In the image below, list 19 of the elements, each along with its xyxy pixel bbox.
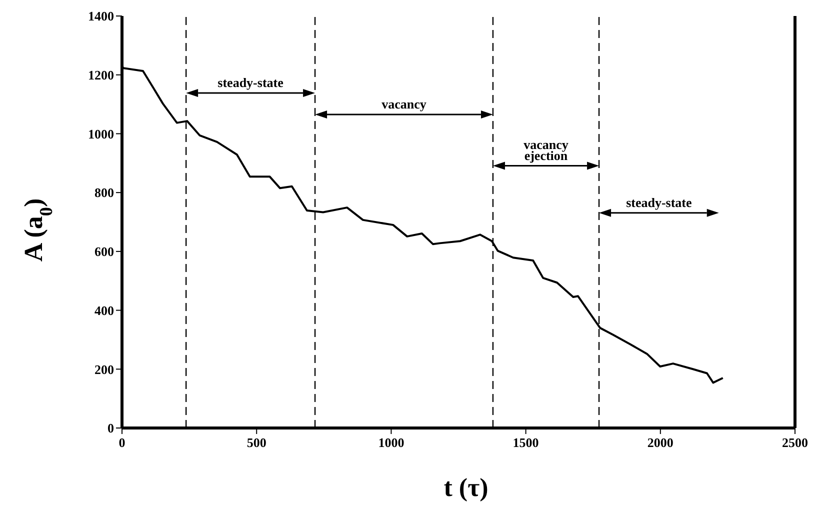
x-axis-title: t (τ)	[444, 473, 488, 502]
x-tick-label: 1000	[378, 435, 404, 450]
annotation: vacancy ejection	[524, 136, 569, 163]
y-tick-label: 200	[94, 362, 114, 377]
y-tick-label: 600	[94, 244, 114, 260]
annotation: vacancy	[382, 96, 427, 112]
x-tick-label: 2500	[782, 435, 808, 450]
annotation: steady-state	[626, 194, 692, 210]
y-tick-label: 400	[94, 302, 114, 318]
x-tick-label: 1500	[512, 435, 539, 450]
x-tick-label: 500	[246, 435, 266, 450]
y-tick-label: 0	[108, 420, 114, 436]
y-tick-label: 1200	[88, 67, 114, 82]
y-tick-label: 1000	[88, 126, 114, 142]
y-tick-label: 1400	[88, 8, 114, 24]
y-tick-label: 800	[94, 185, 114, 200]
annotation: steady-state	[218, 75, 284, 90]
x-tick-label: 0	[118, 435, 126, 450]
x-tick-label: 2000	[647, 435, 674, 450]
